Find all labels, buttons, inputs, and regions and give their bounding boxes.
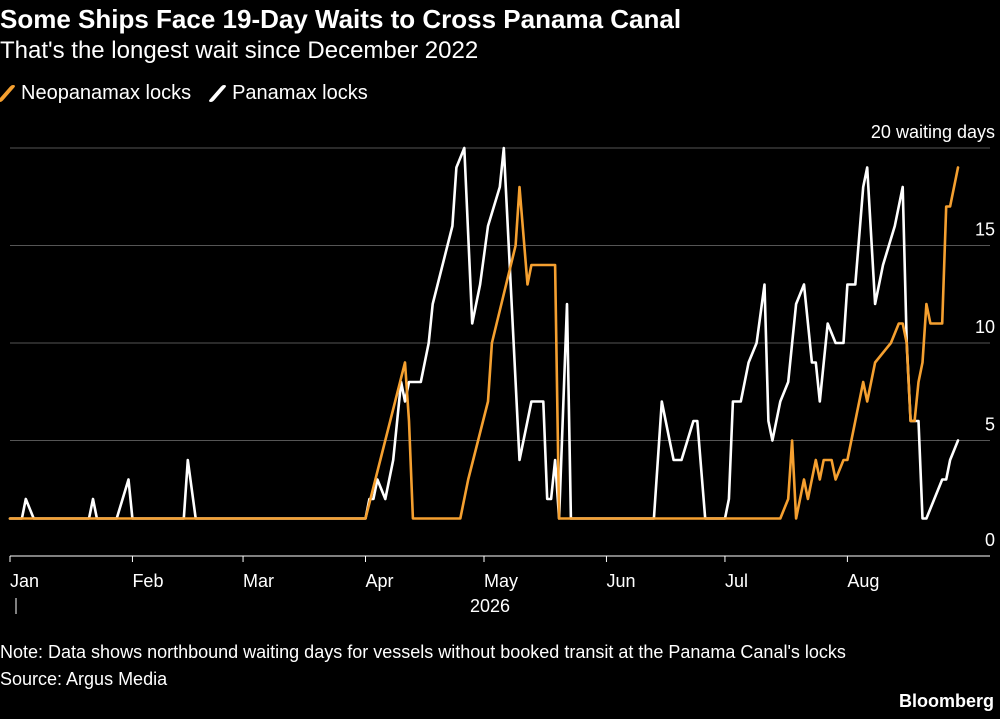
- y-tick-label: 0: [985, 530, 995, 550]
- line-chart: 0 5 10 15 20 waiting days Jan Feb Mar Apr May Jun J…: [8, 122, 995, 616]
- legend-item-neopanamax: Neopanamax locks: [0, 82, 192, 105]
- legend-swatch-panamax: [208, 84, 228, 103]
- chart-source: Source: Argus Media: [0, 669, 168, 689]
- series-line-neopanamax: [8, 166, 960, 520]
- x-tick-label: Mar: [243, 571, 274, 591]
- bloomberg-logo: Bloomberg: [898, 691, 994, 711]
- x-tick-label: May: [484, 571, 518, 591]
- y-tick-label: 20 waiting days: [871, 122, 995, 142]
- x-tick-label: Jul: [725, 571, 748, 591]
- legend-label-panamax: Panamax locks: [232, 82, 368, 104]
- y-tick-label: 15: [975, 220, 995, 240]
- x-tick-label: Apr: [366, 571, 394, 591]
- x-tick-label: Aug: [847, 571, 879, 591]
- legend-swatch-neopanamax: [0, 84, 16, 103]
- chart-subtitle: That's the longest wait since December 2…: [0, 37, 479, 64]
- chart-title: Some Ships Face 19-Day Waits to Cross Pa…: [0, 4, 682, 34]
- legend: Neopanamax locks Panamax locks: [0, 82, 392, 105]
- y-tick-label: 5: [985, 415, 995, 435]
- x-tick-label: Jun: [606, 571, 635, 591]
- axes: 0 5 10 15 20 waiting days Jan Feb Mar Apr May Jun J…: [9, 122, 995, 616]
- series-lines: [8, 146, 960, 520]
- legend-label-neopanamax: Neopanamax locks: [21, 82, 192, 104]
- gridlines: [10, 147, 990, 441]
- legend-item-panamax: Panamax locks: [208, 82, 368, 105]
- year-label: 2026: [470, 596, 510, 616]
- x-tick-label: Jan: [10, 571, 39, 591]
- chart-note: Note: Data shows northbound waiting days…: [0, 642, 846, 662]
- y-tick-label: 10: [975, 317, 995, 337]
- series-line-panamax: [8, 146, 960, 520]
- x-tick-label: Feb: [132, 571, 163, 591]
